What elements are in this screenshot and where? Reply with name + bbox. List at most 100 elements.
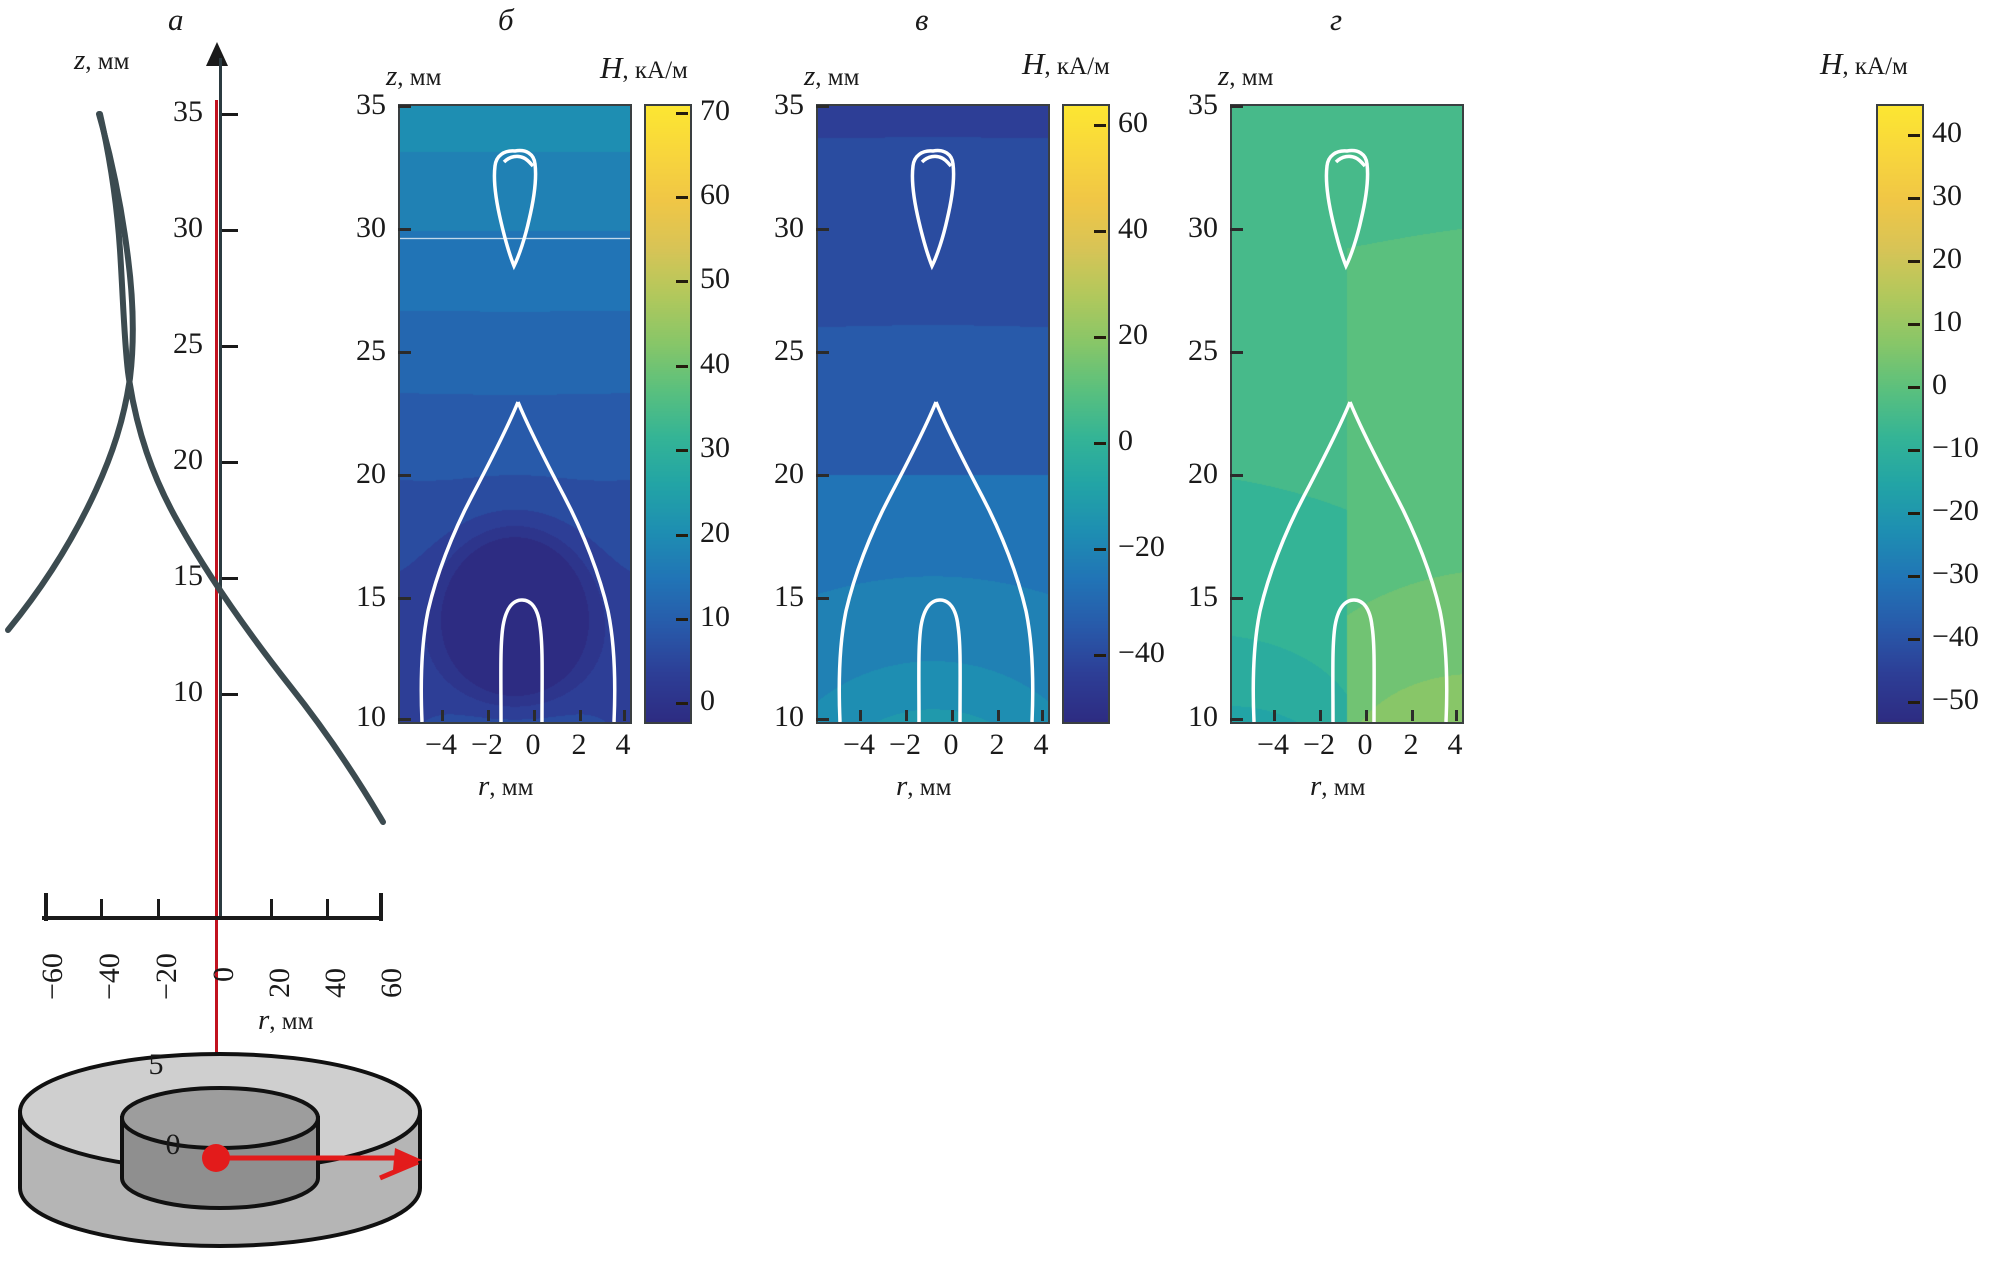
- panel-b-ylabel-15: 15: [356, 580, 386, 613]
- panel-g-heatmap: [1230, 104, 1464, 724]
- panel-g-cbtick-20: [1908, 260, 1920, 263]
- panel-g-x-axis-var: r: [1310, 770, 1322, 802]
- panel-v-ytick-35: [816, 105, 829, 108]
- panel-b-xtick-4: [623, 710, 626, 721]
- panel-g-ytick-25: [1230, 351, 1243, 354]
- panel-a-y-axis-unit: , мм: [85, 48, 130, 75]
- panel-g-xtick-m4: [1273, 710, 1276, 721]
- panel-g-cblabel-m20: −20: [1932, 494, 1979, 527]
- panel-g-cblabel-m10: −10: [1932, 431, 1979, 464]
- panel-a-x-axis-label: r, мм: [258, 1004, 313, 1037]
- panel-a-ytick-30: [222, 229, 238, 232]
- panel-v-cblabel-0: 0: [1118, 424, 1133, 457]
- panel-v-ytick-10: [816, 718, 829, 721]
- panel-g-colorbar-label: H, кА/м: [1820, 46, 1908, 82]
- panel-v-xtick-4: [1041, 710, 1044, 721]
- panel-v-xtick-m2: [905, 710, 908, 721]
- panel-b-y-axis-label: z, мм: [386, 60, 441, 93]
- panel-b-ytick-10: [398, 718, 411, 721]
- panel-g-cblabel-10: 10: [1932, 305, 1962, 338]
- panel-g-x-axis-label: r, мм: [1310, 770, 1365, 803]
- panel-b-xlabel-m2: −2: [471, 728, 503, 761]
- panel-b-ytick-15: [398, 597, 411, 600]
- panel-a-xlabel-m20: −20: [150, 953, 183, 1000]
- panel-v-ytick-15: [816, 597, 829, 600]
- panel-g-cbtick-m30: [1908, 575, 1920, 578]
- panel-b-colorbar-label: H, кА/м: [600, 50, 688, 86]
- panel-g-colorbar: [1876, 104, 1924, 724]
- panel-v-cblabel-m20: −20: [1118, 530, 1165, 563]
- panel-a: а z, мм 35 30 25 20 15 10 5 0 −60 −40 −2…: [0, 0, 440, 1276]
- panel-g-xlabel-0: 0: [1357, 728, 1373, 761]
- panel-g-cbtick-10: [1908, 323, 1920, 326]
- panel-a-xlabel-m40: −40: [93, 953, 126, 1000]
- panel-a-ylabel-25: 25: [173, 327, 203, 360]
- panel-g-cbtick-m10: [1908, 449, 1920, 452]
- panel-v-xlabel-m2: −2: [889, 728, 921, 761]
- panel-g-cblabel-m50: −50: [1932, 683, 1979, 716]
- panel-a-ylabel-15: 15: [173, 559, 203, 592]
- panel-b-ylabel-25: 25: [356, 334, 386, 367]
- panel-a-magnet-top-label: 5: [148, 1048, 164, 1081]
- panel-g-cbtick-m40: [1908, 638, 1920, 641]
- panel-g-y-axis-var: z: [1218, 60, 1230, 92]
- panel-a-ytick-10: [222, 693, 238, 696]
- panel-b-xlabel-m4: −4: [425, 728, 457, 761]
- panel-g-cblabel-m40: −40: [1932, 620, 1979, 653]
- panel-b-cblabel-70: 70: [700, 94, 730, 127]
- panel-g-xtick-4: [1455, 710, 1458, 721]
- panel-a-xtick-m20: [157, 899, 160, 917]
- panel-b-ytick-30: [398, 228, 411, 231]
- panel-g-xtick-2: [1411, 710, 1414, 721]
- panel-v-ytick-30: [816, 228, 829, 231]
- panel-g-ylabel-35: 35: [1188, 88, 1218, 121]
- panel-b-cbtick-20: [676, 534, 688, 537]
- panel-b-x-axis-label: r, мм: [478, 770, 533, 803]
- panel-a-ylabel-35: 35: [173, 95, 203, 128]
- panel-g-xlabel-m2: −2: [1303, 728, 1335, 761]
- panel-v-cbtick-60: [1094, 124, 1106, 127]
- panel-g-xlabel-4: 4: [1447, 728, 1463, 761]
- panel-a-xtick-m40: [100, 899, 103, 917]
- panel-a-symmetry-axis-line: [215, 100, 218, 1160]
- panel-b-ytick-35: [398, 105, 411, 108]
- panel-a-xlabel-m60: −60: [36, 953, 69, 1000]
- panel-a-horizontal-axis: [42, 916, 382, 920]
- panel-g-cblabel-0: 0: [1932, 368, 1947, 401]
- panel-v-ytick-20: [816, 474, 829, 477]
- panel-v-letter: в: [915, 2, 929, 37]
- panel-a-ylabel-10: 10: [173, 675, 203, 708]
- panel-b-ylabel-35: 35: [356, 88, 386, 121]
- panel-g-cbtick-30: [1908, 197, 1920, 200]
- panel-a-ytick-20: [222, 461, 238, 464]
- panel-b-xlabel-4: 4: [615, 728, 631, 761]
- panel-b-cbtick-30: [676, 449, 688, 452]
- panel-g-ytick-20: [1230, 474, 1243, 477]
- panel-b-y-axis-var: z: [386, 60, 398, 92]
- panel-v-cbtick-m40: [1094, 654, 1106, 657]
- panel-g-y-axis-label: z, мм: [1218, 60, 1273, 93]
- panel-a-vertical-axis: [219, 58, 222, 918]
- panel-v-xtick-0: [951, 710, 954, 721]
- panel-v-cblabel-40: 40: [1118, 212, 1148, 245]
- panel-b-ylabel-10: 10: [356, 700, 386, 733]
- panel-g-colorbar-var: H: [1820, 46, 1843, 81]
- panel-g-ylabel-20: 20: [1188, 457, 1218, 490]
- panel-a-curve-visible: [97, 111, 386, 825]
- panel-g-colorbar-unit: , кА/м: [1842, 53, 1908, 80]
- panel-b-xtick-0: [533, 710, 536, 721]
- panel-g-letter: г: [1330, 2, 1343, 37]
- panel-a-xlabel-20: 20: [263, 968, 296, 998]
- panel-v-x-axis-label: r, мм: [896, 770, 951, 803]
- panel-v-xtick-m4: [859, 710, 862, 721]
- panel-v-xlabel-2: 2: [989, 728, 1005, 761]
- panel-b-cblabel-40: 40: [700, 347, 730, 380]
- panel-g-cbtick-m50: [1908, 701, 1920, 704]
- panel-v-y-axis-var: z: [804, 60, 816, 92]
- panel-g-cbtick-40: [1908, 134, 1920, 137]
- panel-g-cblabel-30: 30: [1932, 179, 1962, 212]
- panel-v-cbtick-40: [1094, 230, 1106, 233]
- panel-a-xlabel-60: 60: [375, 968, 408, 998]
- panel-v-colorbar-unit: , кА/м: [1044, 53, 1110, 80]
